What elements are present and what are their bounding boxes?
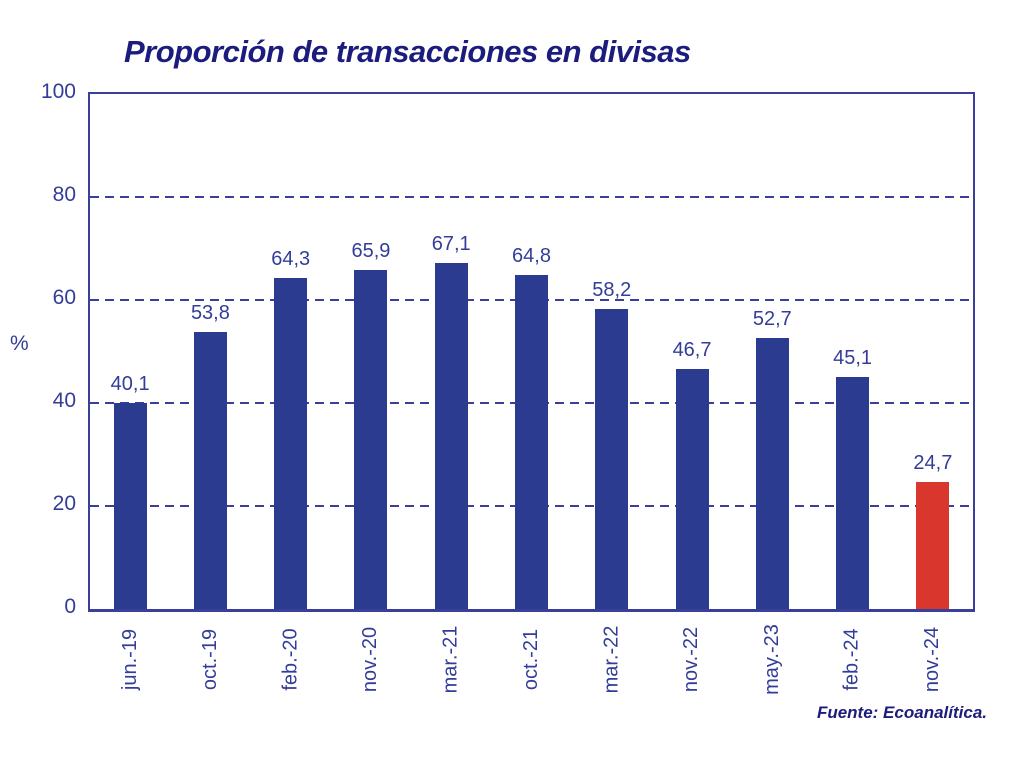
y-tick-100: 100 xyxy=(40,80,76,103)
x-tick-may.-23: may.-23 xyxy=(728,614,816,704)
plot-area: 40,1 53,8 64,3 65,9 67,1 64,8 58,2 46,7 52,7 45,1… xyxy=(88,92,975,612)
x-tick-nov.-24: nov.-24 xyxy=(889,614,977,704)
bar-oct.-21 xyxy=(515,275,548,609)
x-tick-label: oct.-21 xyxy=(520,628,542,690)
x-tick-mar.-21: mar.-21 xyxy=(407,614,495,704)
bar-value-label-mar.-22: 58,2 xyxy=(592,279,632,302)
source-note: Fuente: Ecoanalítica. xyxy=(816,703,987,722)
bar-feb.-20 xyxy=(274,277,308,609)
bar-value-label-oct.-21: 64,8 xyxy=(512,245,551,268)
bar-may.-23 xyxy=(755,337,789,609)
bar-mar.-21 xyxy=(434,263,468,609)
x-tick-jun.-19: jun.-19 xyxy=(86,614,174,704)
bar-jun.-19 xyxy=(113,402,147,609)
x-tick-oct.-21: oct.-21 xyxy=(488,614,576,704)
y-tick-0: 0 xyxy=(64,595,76,618)
bar-value-label-nov.-24: 24,7 xyxy=(913,451,953,474)
x-tick-label: may.-23 xyxy=(760,623,783,695)
x-tick-feb.-24: feb.-24 xyxy=(809,614,897,704)
bar-value-label-jun.-19: 40,1 xyxy=(110,372,150,395)
x-tick-label: oct.-19 xyxy=(198,628,221,690)
x-tick-label: nov.-24 xyxy=(921,626,944,692)
y-tick-40: 40 xyxy=(52,389,76,412)
bar-value-label-nov.-20: 65,9 xyxy=(351,239,391,262)
y-tick-80: 80 xyxy=(52,183,76,206)
x-tick-label: nov.-22 xyxy=(680,626,703,692)
bar-value-label-feb.-24: 45,1 xyxy=(833,346,873,369)
gridline-80 xyxy=(90,196,973,198)
x-tick-label: mar.-21 xyxy=(439,625,462,693)
x-tick-label: nov.-20 xyxy=(359,626,382,692)
bar-nov.-24 xyxy=(916,481,950,609)
bar-value-label-may.-23: 52,7 xyxy=(752,307,792,330)
x-tick-feb.-20: feb.-20 xyxy=(247,614,335,704)
bar-mar.-22 xyxy=(595,309,629,609)
y-axis-unit-label: % xyxy=(10,332,29,355)
x-axis: jun.-19 oct.-19 feb.-20 nov.-20 mar.-21 oct.-… xyxy=(90,614,973,704)
bar-nov.-20 xyxy=(354,269,388,609)
bar-feb.-24 xyxy=(836,376,870,609)
chart-title: Proporción de transacciones en divisas xyxy=(124,34,691,69)
y-tick-20: 20 xyxy=(52,492,76,515)
bar-value-label-oct.-19: 53,8 xyxy=(190,301,230,324)
bar-value-label-mar.-21: 67,1 xyxy=(431,233,471,256)
x-tick-oct.-19: oct.-19 xyxy=(166,614,254,704)
x-tick-mar.-22: mar.-22 xyxy=(568,614,656,704)
y-axis: 0 20 40 60 80 100 xyxy=(0,80,76,618)
x-tick-label: jun.-19 xyxy=(118,628,141,690)
bar-value-label-feb.-20: 64,3 xyxy=(271,247,311,270)
x-tick-label: feb.-24 xyxy=(841,627,864,691)
bar-value-label-nov.-22: 46,7 xyxy=(672,338,712,361)
bar-nov.-22 xyxy=(675,368,709,609)
x-tick-label: feb.-20 xyxy=(279,627,302,691)
y-tick-60: 60 xyxy=(52,286,76,309)
x-tick-nov.-22: nov.-22 xyxy=(648,614,736,704)
x-tick-label: mar.-22 xyxy=(600,625,623,693)
bar-oct.-19 xyxy=(193,331,227,609)
x-tick-nov.-20: nov.-20 xyxy=(327,614,415,704)
